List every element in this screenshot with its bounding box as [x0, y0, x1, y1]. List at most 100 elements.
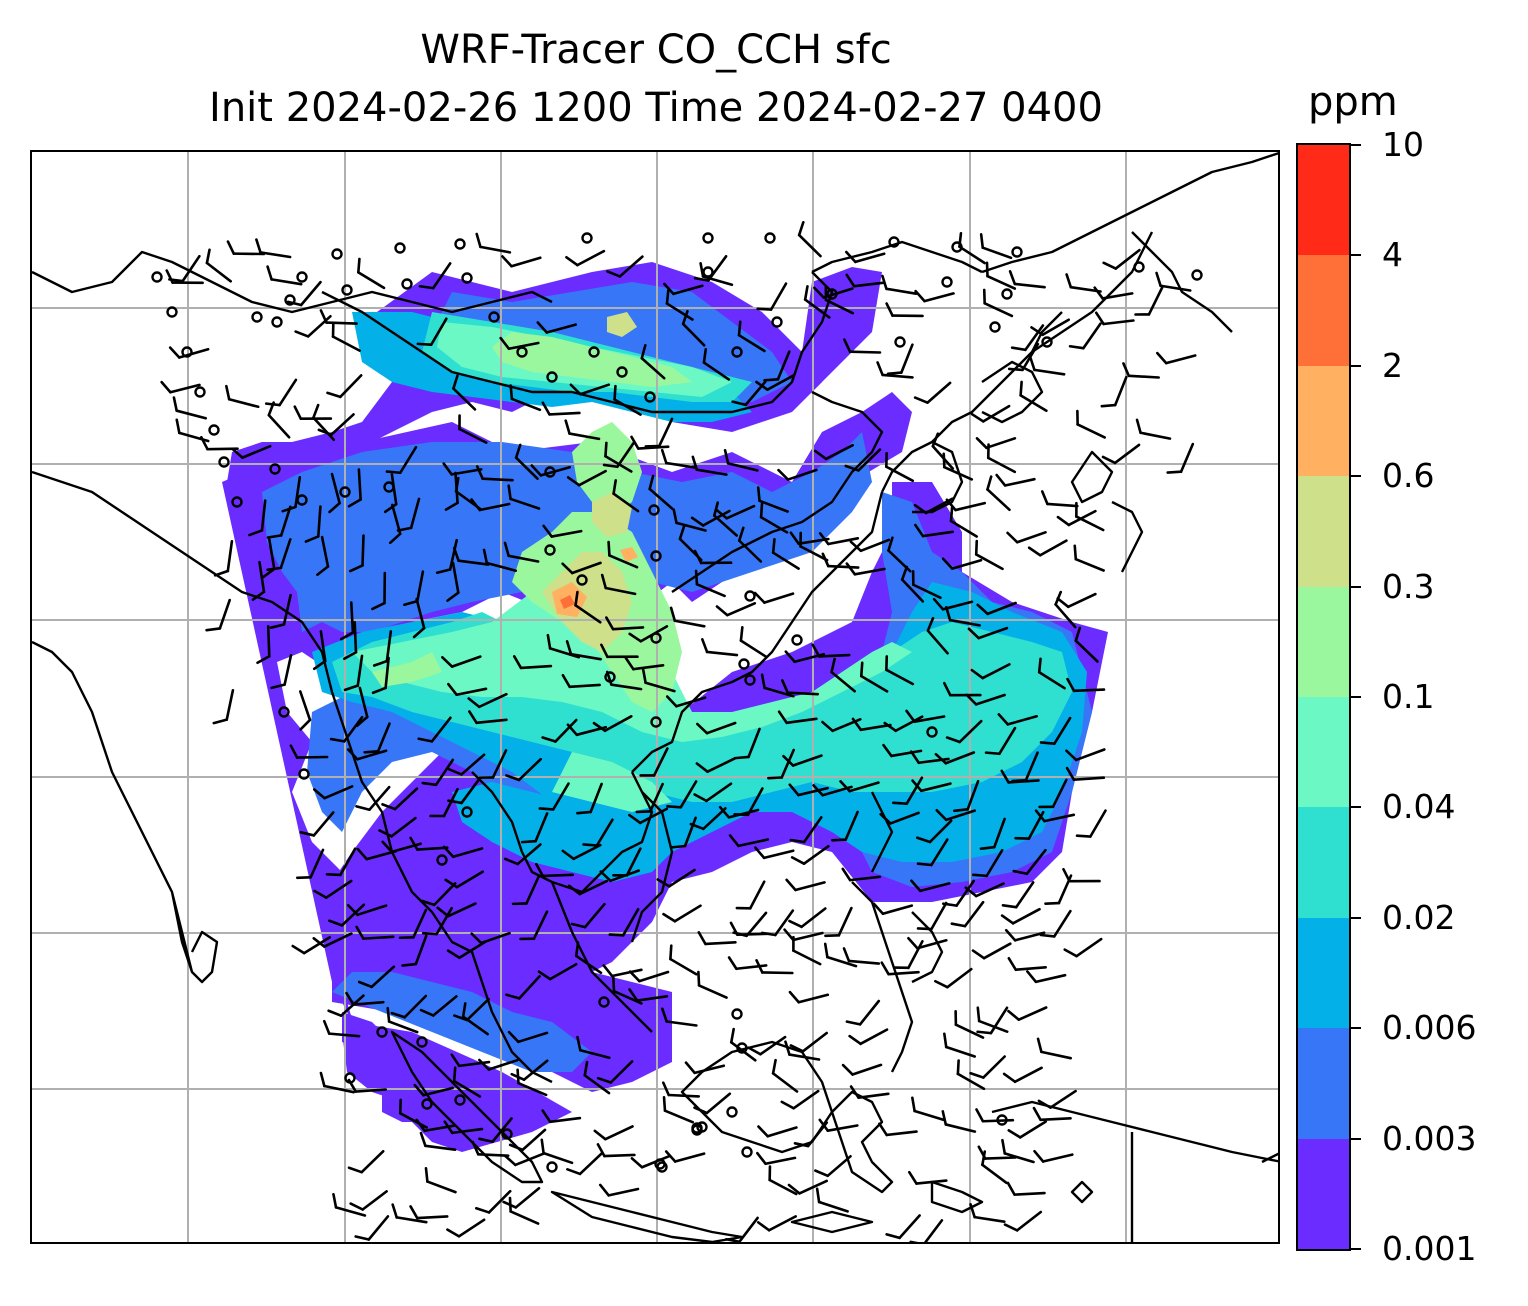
wind-barb-shaft: [1006, 714, 1039, 726]
wind-barb-shaft: [638, 970, 670, 983]
wind-barb-shaft: [395, 1216, 428, 1224]
wind-barb-shaft: [668, 868, 696, 888]
wind-barb: [956, 1059, 986, 1091]
wind-barb-shaft: [339, 994, 365, 1017]
wind-barb: [693, 1092, 732, 1115]
wind-barb-feather: [767, 776, 784, 780]
colorbar-tick-label: 0.6: [1382, 456, 1435, 496]
wind-barb-shaft: [803, 298, 831, 319]
wind-barb-feather: [541, 401, 551, 416]
wind-barb-feather: [536, 321, 549, 334]
colorbar-tick-label: 0.3: [1382, 566, 1435, 606]
wind-barb-feather: [328, 501, 341, 514]
wind-barb-shaft: [177, 347, 210, 359]
wind-barb-shaft: [1019, 394, 1048, 413]
wind-barb: [641, 668, 676, 693]
wind-barb-feather: [542, 524, 554, 538]
wind-barb-feather: [612, 976, 616, 993]
tracer-contour-region: [462, 1062, 532, 1112]
wind-barb: [452, 374, 477, 411]
wind-barb-feather: [444, 878, 459, 889]
wind-barb-shaft: [702, 807, 727, 831]
wind-barb-shaft: [998, 726, 1017, 756]
wind-barb-feather: [339, 631, 355, 641]
wind-barb: [914, 523, 955, 538]
colorbar-segment: [1298, 586, 1349, 697]
colorbar-tick: [1351, 254, 1361, 257]
wind-barb-shaft: [241, 444, 272, 459]
wind-barb-shaft: [510, 256, 542, 268]
wind-barb-shaft: [844, 810, 859, 841]
wind-barb-shaft: [205, 261, 232, 283]
wind-barb-shaft: [422, 1086, 454, 1097]
wind-barb-shaft: [958, 245, 986, 265]
wind-barb: [763, 350, 791, 382]
wind-barb-feather: [931, 432, 940, 448]
wind-barb-shaft: [1046, 502, 1079, 508]
wind-barb-feather: [160, 380, 172, 394]
wind-barb-feather: [735, 906, 752, 910]
wind-barb: [911, 570, 942, 600]
coastline-segment: [32, 250, 553, 314]
wind-barb-feather: [1062, 867, 1071, 883]
wind-barb-feather: [357, 980, 373, 989]
wind-barb: [624, 656, 665, 671]
wind-barb-shaft: [611, 626, 645, 631]
wind-barb: [561, 843, 602, 861]
wind-barb-feather: [415, 1118, 426, 1133]
wind-barb-shaft: [1017, 1006, 1048, 1022]
wind-barb-shaft: [430, 716, 452, 743]
wind-barb: [298, 690, 312, 731]
wind-barb-feather: [312, 937, 326, 948]
wind-barb-feather: [788, 919, 803, 929]
wind-barb-shaft: [522, 1059, 549, 1082]
coastline-segment: [790, 1210, 874, 1234]
wind-barb-feather: [507, 1030, 520, 1044]
wind-barb-shaft: [1102, 319, 1135, 326]
coastline-segment: [320, 651, 484, 983]
wind-barb-feather: [312, 659, 327, 671]
wind-barb-feather: [1068, 344, 1085, 350]
colorbar-tick-label: 0.006: [1382, 1008, 1477, 1048]
wind-barb-shaft: [905, 776, 924, 805]
wind-barb-feather: [1065, 749, 1078, 762]
wind-barb: [446, 940, 487, 960]
wind-barb-feather: [664, 1150, 677, 1163]
wind-barb-shaft: [1089, 809, 1107, 838]
wind-barb-shaft: [681, 322, 706, 347]
wind-barb-feather: [446, 1228, 461, 1238]
wind-barb-shaft: [589, 782, 603, 814]
wind-barb: [976, 1006, 1009, 1035]
wind-barb-feather: [788, 783, 800, 797]
wind-barb-shaft: [356, 654, 364, 687]
wind-barb-feather: [755, 380, 769, 391]
wind-barb-shaft: [545, 323, 578, 334]
wind-barb-shaft: [412, 908, 428, 939]
wind-barb-shaft: [852, 281, 886, 288]
coastline-segment: [991, 1100, 1278, 1163]
wind-barb: [322, 1019, 361, 1038]
wind-barb-feather: [997, 713, 1010, 726]
wind-barb-shaft: [707, 255, 728, 282]
wind-barb-shaft: [801, 1031, 829, 1053]
wind-barb: [458, 414, 488, 444]
wind-barb: [693, 549, 733, 565]
wind-barb: [471, 1140, 510, 1158]
wind-barb: [831, 810, 859, 842]
wind-barb-feather: [956, 1059, 960, 1076]
wind-barb-feather: [332, 1192, 338, 1209]
calm-wind-marker: [488, 311, 500, 323]
wind-barb: [715, 601, 757, 617]
wind-barb-feather: [824, 934, 841, 938]
colorbar-tick: [1351, 585, 1361, 588]
wind-barb-feather: [412, 626, 426, 639]
wind-barb-shaft: [478, 502, 511, 512]
wind-barb-shaft: [798, 1179, 829, 1195]
wind-barb-shaft: [1049, 1089, 1077, 1109]
wind-barb: [570, 902, 606, 929]
wind-barb-shaft: [330, 413, 355, 436]
wind-barb-feather: [363, 750, 380, 754]
wind-barb-shaft: [330, 472, 341, 505]
wind-barb-shaft: [1139, 431, 1172, 440]
wind-barb-shaft: [455, 687, 488, 697]
